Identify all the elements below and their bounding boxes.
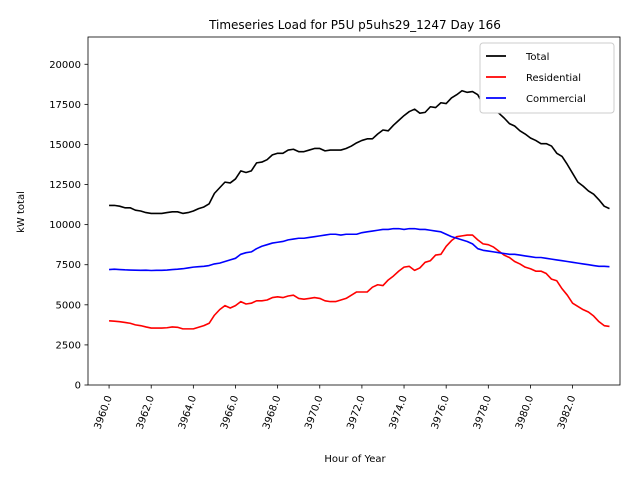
y-tick-label: 20000 bbox=[49, 60, 81, 71]
y-tick-label: 2500 bbox=[56, 340, 81, 351]
series-line-total bbox=[109, 89, 610, 215]
series-line-commercial bbox=[109, 227, 610, 272]
legend-label-residential: Residential bbox=[526, 73, 581, 84]
y-axis: 0 2500 5000 7500 10000 12500 15000 17500 20000 bbox=[49, 60, 88, 392]
plot-area bbox=[87, 36, 621, 386]
legend-label-commercial: Commercial bbox=[526, 94, 586, 105]
y-tick-label: 15000 bbox=[49, 140, 81, 151]
y-tick-label: 5000 bbox=[56, 300, 81, 311]
chart-title: Timeseries Load for P5U p5uhs29_1247 Day… bbox=[208, 18, 501, 32]
y-tick-label: 12500 bbox=[49, 180, 81, 191]
y-tick-label: 7500 bbox=[56, 260, 81, 271]
legend-box bbox=[479, 42, 615, 114]
x-axis-title: Hour of Year bbox=[324, 454, 386, 465]
y-tick-label: 10000 bbox=[49, 220, 81, 231]
y-axis-title: kW total bbox=[16, 191, 27, 233]
series-line-residential bbox=[109, 234, 610, 330]
legend-label-total: Total bbox=[525, 52, 549, 63]
y-tick-label: 0 bbox=[75, 381, 81, 392]
y-tick-label: 17500 bbox=[49, 100, 81, 111]
axes-frame bbox=[87, 36, 621, 386]
legend: Total Residential Commercial bbox=[479, 42, 615, 114]
